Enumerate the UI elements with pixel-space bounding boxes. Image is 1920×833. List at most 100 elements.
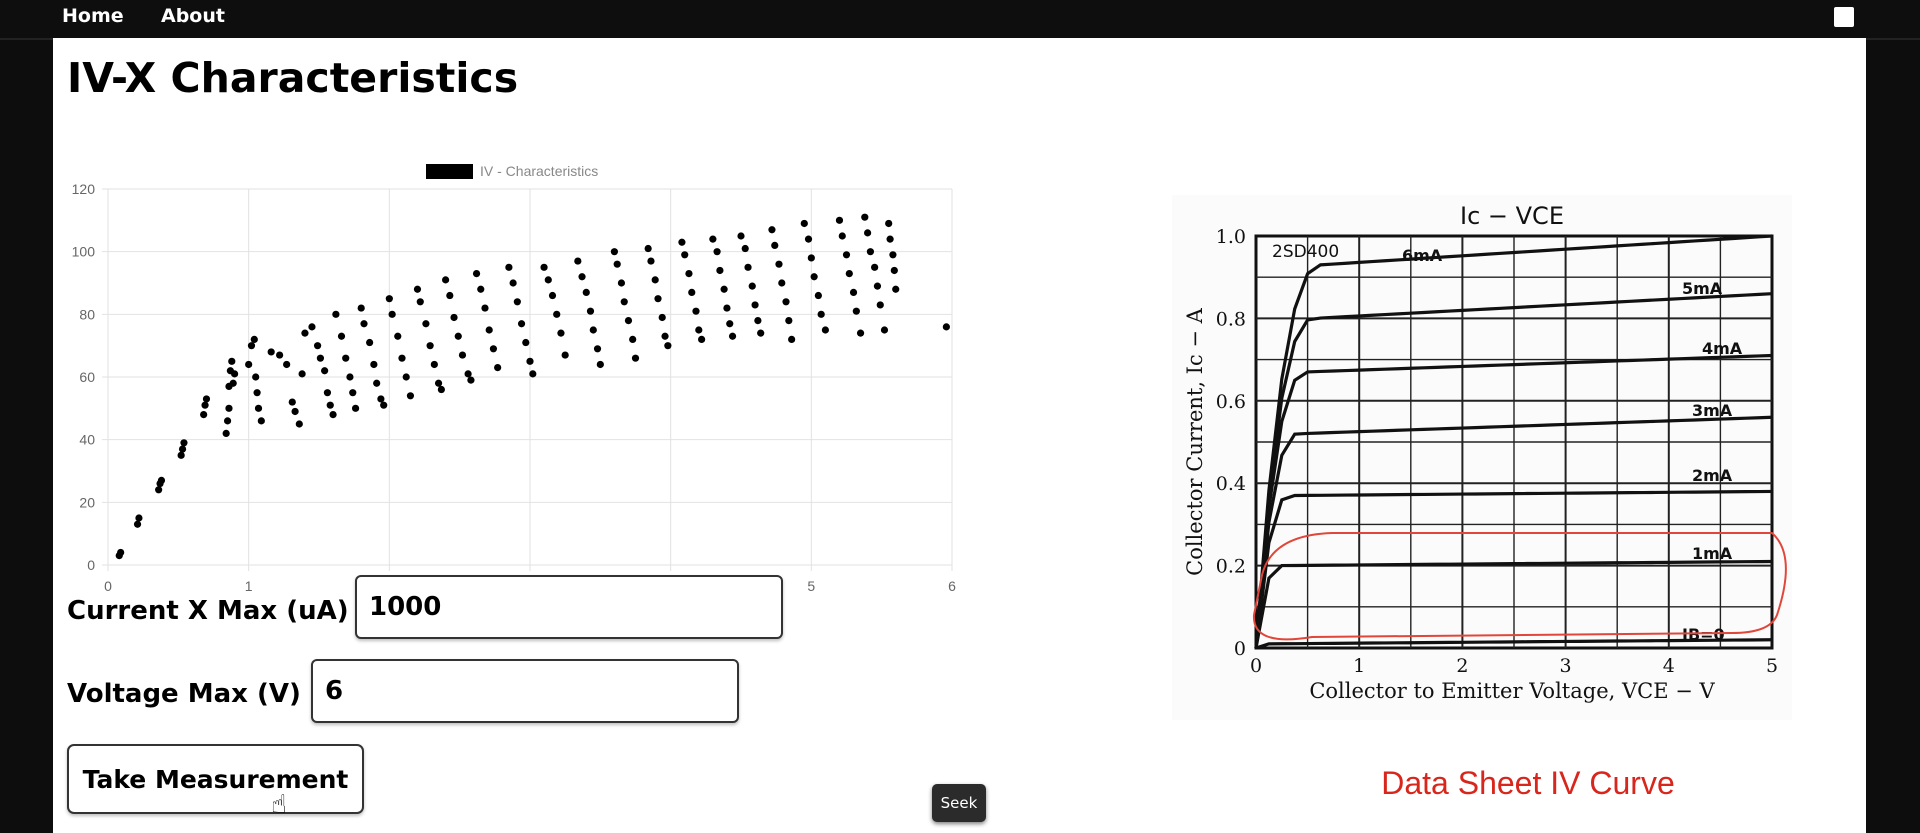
data-point: [295, 420, 303, 428]
data-point: [257, 417, 265, 425]
data-point: [788, 335, 796, 343]
data-point: [889, 251, 897, 259]
data-point: [291, 407, 299, 416]
data-point: [321, 367, 329, 375]
data-point: [873, 282, 882, 290]
data-point: [852, 307, 860, 315]
chart-grid: [102, 188, 953, 571]
data-point: [757, 329, 765, 337]
take-measurement-button[interactable]: Take Measurement: [67, 744, 364, 814]
data-point: [661, 332, 669, 340]
data-point: [751, 301, 759, 309]
data-point: [288, 398, 296, 406]
data-point: [713, 248, 721, 256]
y-tick-label: 80: [79, 306, 95, 322]
y-tick-label: 20: [79, 494, 95, 510]
data-point: [866, 248, 875, 256]
y-tick-label: 0: [87, 557, 95, 573]
data-point: [402, 373, 410, 381]
data-point: [526, 357, 534, 365]
data-point: [804, 235, 813, 243]
datasheet-curve-label: 3mA: [1692, 401, 1733, 420]
nav-about-link[interactable]: About: [161, 5, 225, 27]
data-point: [821, 326, 830, 334]
data-point: [778, 279, 786, 287]
data-point: [323, 389, 332, 397]
data-point: [876, 301, 884, 309]
data-point: [301, 329, 309, 337]
nav-home-link[interactable]: Home: [62, 5, 124, 27]
data-point: [505, 263, 513, 271]
data-point: [610, 248, 619, 256]
voltage-max-input[interactable]: [311, 659, 739, 723]
data-point: [892, 285, 900, 293]
data-point: [349, 389, 357, 397]
data-point: [178, 445, 187, 453]
x-tick-label: 1: [245, 578, 253, 594]
iv-scatter-chart: 0123456020406080100120IV - Characteristi…: [72, 163, 956, 594]
data-point: [416, 298, 424, 306]
datasheet-x-tick: 4: [1663, 655, 1675, 677]
data-point: [658, 313, 666, 322]
datasheet-curve: [1254, 559, 1773, 649]
datasheet-caption: Data Sheet IV Curve: [1381, 765, 1675, 801]
data-point: [557, 329, 565, 337]
data-point: [308, 323, 316, 331]
current-max-input[interactable]: [355, 575, 783, 639]
data-point: [373, 379, 381, 387]
y-tick-label: 60: [79, 369, 95, 385]
data-point: [509, 279, 517, 287]
data-point: [522, 338, 530, 347]
data-point: [489, 345, 498, 353]
data-point: [631, 354, 640, 362]
data-point: [624, 317, 633, 325]
data-point: [692, 307, 700, 315]
data-point: [544, 276, 552, 284]
data-point: [250, 335, 258, 343]
data-point: [849, 288, 858, 296]
data-point: [593, 345, 602, 353]
datasheet-x-tick: 3: [1560, 655, 1572, 677]
data-point: [394, 332, 402, 340]
data-point: [748, 282, 756, 290]
data-point: [654, 295, 662, 303]
data-point: [454, 332, 462, 340]
data-point: [871, 263, 879, 271]
data-point: [426, 342, 434, 350]
data-point: [267, 348, 275, 356]
data-point: [644, 244, 652, 253]
top-navbar: Home About: [0, 0, 1920, 40]
legend-swatch: [426, 164, 473, 179]
data-point: [442, 276, 450, 284]
data-point: [835, 216, 844, 224]
data-point: [228, 357, 236, 365]
data-point: [845, 270, 853, 278]
datasheet-y-tick: 1.0: [1216, 226, 1246, 248]
data-point: [817, 310, 825, 318]
datasheet-y-tick: 0.2: [1216, 556, 1246, 578]
data-point: [800, 219, 808, 228]
datasheet-curve-label: 1mA: [1692, 544, 1733, 563]
datasheet-y-tick: 0.6: [1216, 391, 1246, 413]
data-point: [651, 276, 659, 284]
data-point: [617, 279, 626, 287]
data-point: [864, 229, 872, 237]
data-point: [695, 326, 703, 334]
data-point: [346, 373, 354, 381]
data-point: [744, 263, 752, 271]
y-tick-label: 40: [79, 432, 95, 448]
data-point: [313, 342, 322, 350]
data-point: [726, 320, 734, 328]
data-point: [529, 370, 537, 378]
menu-toggle-icon[interactable]: [1834, 7, 1854, 27]
data-point: [589, 326, 597, 334]
data-point: [398, 354, 406, 362]
data-point: [222, 429, 230, 437]
data-point: [481, 304, 489, 312]
datasheet-y-tick: 0.8: [1216, 308, 1246, 330]
datasheet-curve-label: 5mA: [1682, 279, 1723, 298]
data-point: [620, 298, 628, 306]
data-point: [810, 273, 818, 281]
data-point: [574, 257, 582, 265]
data-point: [613, 260, 621, 268]
